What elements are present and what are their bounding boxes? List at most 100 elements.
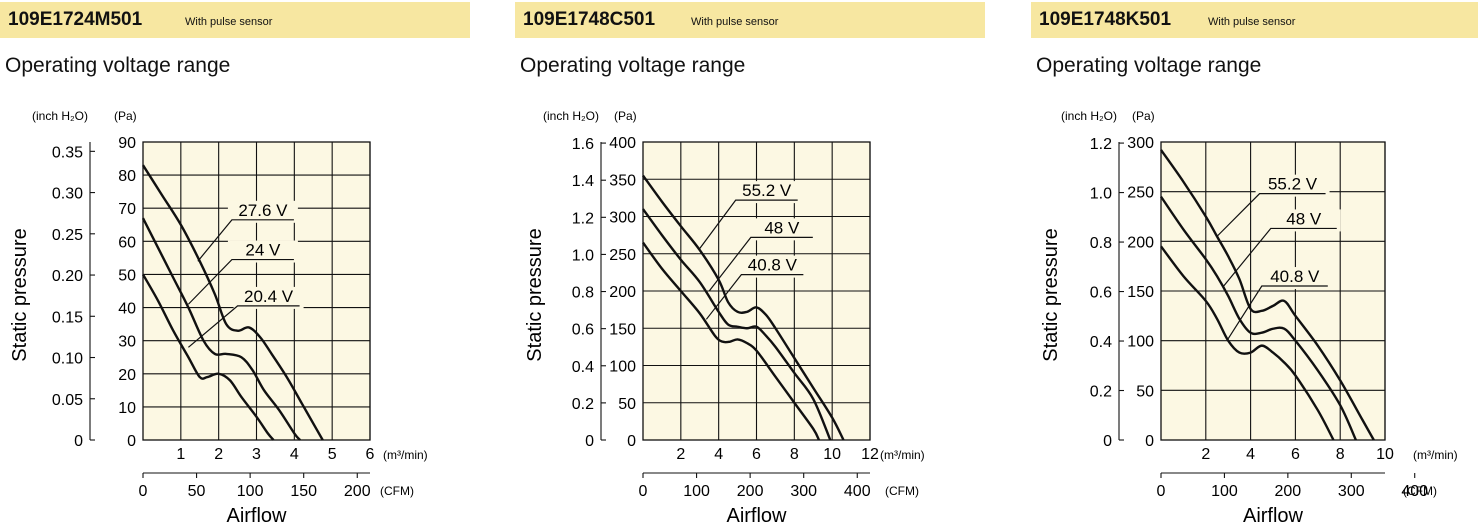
secondary-x-tick-label: 300 <box>790 483 817 500</box>
secondary-x-unit: (CFM) <box>885 484 919 498</box>
secondary-y-tick-label: 0.6 <box>1090 285 1112 302</box>
secondary-y-tick-label: 0.2 <box>572 396 594 413</box>
y-tick-label: 40 <box>118 301 136 318</box>
series-label-leader <box>699 199 798 249</box>
y-axis-title: Static pressure <box>1040 228 1062 361</box>
x-tick-label: 10 <box>1376 446 1394 463</box>
series-label: 55.2 V <box>1268 175 1318 194</box>
secondary-y-tick-label: 0.8 <box>1090 235 1112 252</box>
secondary-y-tick-label: 0 <box>74 433 83 450</box>
x-tick-label: 12 <box>861 446 879 463</box>
secondary-y-tick-label: 0.2 <box>1090 384 1112 401</box>
series-label: 55.2 V <box>742 181 792 200</box>
plot-frame <box>1160 141 1386 441</box>
chart-panel: 109E1748C501 With pulse sensor Operating… <box>515 0 985 529</box>
secondary-y-tick-label: 0.6 <box>572 322 594 339</box>
chart-heading: Operating voltage range <box>5 54 231 77</box>
secondary-x-tick-label: 200 <box>1275 483 1302 500</box>
x-tick-label: 3 <box>252 446 261 463</box>
y-tick-label: 20 <box>118 367 136 384</box>
model-subtitle: With pulse sensor <box>1208 16 1296 28</box>
model-title-bar: 109E1724M501 <box>0 2 470 38</box>
series-label-leader <box>1223 227 1337 287</box>
chart-heading: Operating voltage range <box>520 54 746 77</box>
series-label-leader <box>1216 193 1326 237</box>
x-tick-label: 6 <box>752 446 761 463</box>
series-label-leader <box>705 274 804 320</box>
secondary-y-tick-label: 0.35 <box>52 144 83 161</box>
plot-frame <box>642 141 871 441</box>
series-line <box>642 208 832 441</box>
series-label: 48 V <box>764 218 800 237</box>
secondary-y-unit: (inch H₂O) <box>32 109 88 123</box>
x-axis-title: Airflow <box>226 505 287 527</box>
y-axis-title: Static pressure <box>524 228 546 361</box>
y-tick-label: 100 <box>1127 334 1154 351</box>
x-tick-label: 6 <box>366 446 375 463</box>
y-tick-label: 200 <box>1127 234 1154 251</box>
secondary-y-tick-label: 1.0 <box>572 247 594 264</box>
secondary-y-tick-label: 1.4 <box>572 173 594 190</box>
y-unit: (Pa) <box>614 109 637 123</box>
series-label-box <box>227 200 298 223</box>
series-label: 24 V <box>245 241 281 260</box>
secondary-x-tick-label: 300 <box>1338 483 1365 500</box>
y-tick-label: 90 <box>118 135 136 152</box>
series-label-box <box>227 240 298 263</box>
secondary-y-tick-label: 0.15 <box>52 309 83 326</box>
y-tick-label: 0 <box>1145 433 1154 450</box>
chart-panel: 109E1748K501 With pulse sensor Operating… <box>1031 0 1478 529</box>
model-title-bar: 109E1748C501 <box>515 2 985 38</box>
secondary-y-tick-label: 1.6 <box>572 136 594 153</box>
series-line <box>1160 149 1375 441</box>
x-tick-label: 8 <box>1336 446 1345 463</box>
secondary-y-tick-label: 0.05 <box>52 392 83 409</box>
y-tick-label: 60 <box>118 234 136 251</box>
x-tick-label: 2 <box>676 446 685 463</box>
x-unit: (m³/min) <box>1413 448 1458 462</box>
series-line <box>141 217 301 441</box>
series-label-box <box>233 286 304 309</box>
secondary-y-tick-label: 0.8 <box>572 285 594 302</box>
series-label-box <box>1255 174 1330 197</box>
series-label: 48 V <box>1286 209 1322 228</box>
secondary-y-unit: (inch H₂O) <box>543 109 599 123</box>
secondary-x-tick-label: 400 <box>1401 483 1428 500</box>
series-label: 40.8 V <box>748 256 798 275</box>
chart-heading: Operating voltage range <box>1036 54 1262 77</box>
series-label: 20.4 V <box>244 287 294 306</box>
x-tick-label: 8 <box>790 446 799 463</box>
model-subtitle: With pulse sensor <box>691 16 779 28</box>
series-label: 40.8 V <box>1270 267 1320 286</box>
y-tick-label: 30 <box>118 334 136 351</box>
series-line <box>642 174 845 441</box>
series-label-leader <box>197 219 294 262</box>
y-tick-label: 70 <box>118 201 136 218</box>
secondary-x-unit: (CFM) <box>380 484 414 498</box>
y-unit: (Pa) <box>114 109 137 123</box>
model-number: 109E1724M501 <box>8 9 143 30</box>
y-tick-label: 80 <box>118 168 136 185</box>
secondary-y-tick-label: 0.30 <box>52 186 83 203</box>
secondary-x-unit: (CFM) <box>1403 484 1437 498</box>
secondary-x-tick-label: 400 <box>844 483 871 500</box>
secondary-y-tick-label: 0 <box>1103 433 1112 450</box>
y-tick-label: 300 <box>609 210 636 227</box>
chart-svg: 05010015020025030035040000.20.40.60.81.0… <box>524 109 925 527</box>
x-unit: (m³/min) <box>383 448 428 462</box>
series-line <box>141 164 324 441</box>
y-tick-label: 10 <box>118 400 136 417</box>
series-label-box <box>1266 209 1341 232</box>
y-tick-label: 0 <box>127 433 136 450</box>
y-tick-label: 350 <box>609 172 636 189</box>
secondary-x-tick-label: 100 <box>1211 483 1238 500</box>
secondary-x-tick-label: 0 <box>639 483 648 500</box>
x-tick-label: 1 <box>176 446 185 463</box>
series-label-box <box>746 218 817 241</box>
secondary-y-tick-label: 1.0 <box>1090 186 1112 203</box>
y-unit: (Pa) <box>1132 109 1155 123</box>
y-tick-label: 300 <box>1127 135 1154 152</box>
secondary-y-unit: (inch H₂O) <box>1061 109 1117 123</box>
y-tick-label: 150 <box>1127 284 1154 301</box>
secondary-x-tick-label: 100 <box>237 483 264 500</box>
